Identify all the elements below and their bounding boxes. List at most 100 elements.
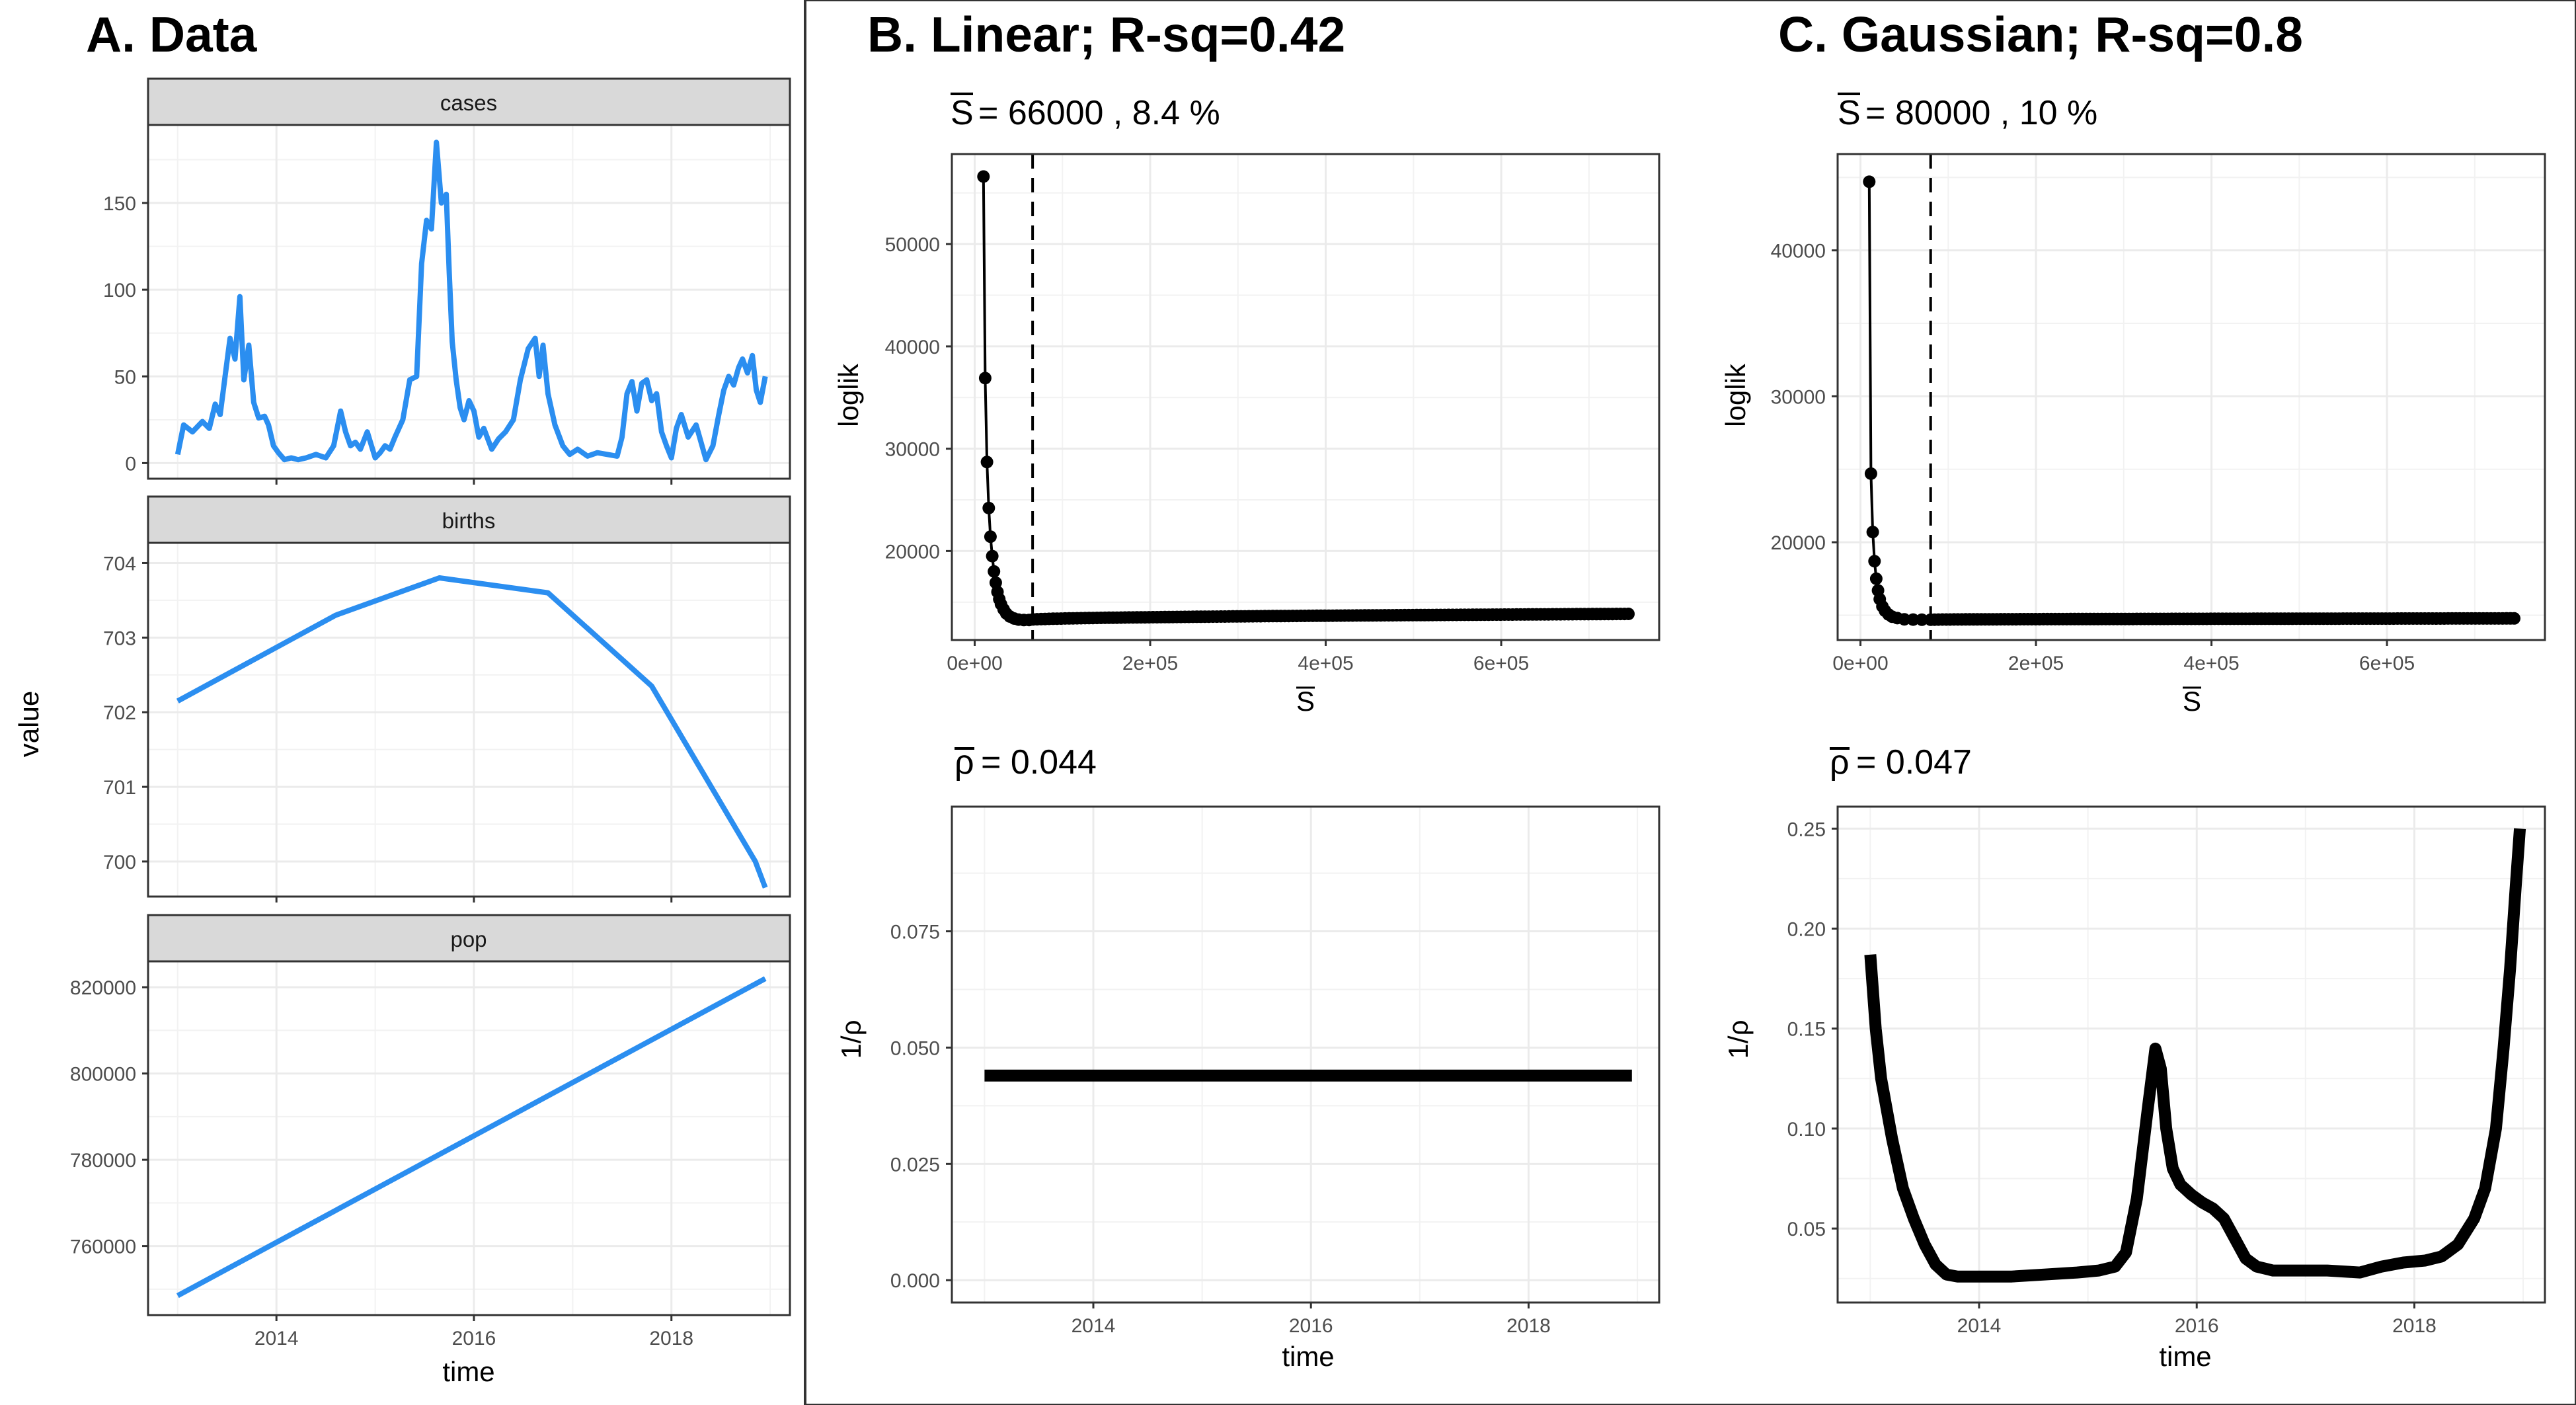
panel-c-time-label: time bbox=[2159, 1341, 2211, 1372]
y-tick-label: 0 bbox=[125, 453, 136, 475]
loglik-point bbox=[1868, 555, 1881, 568]
plot-border bbox=[951, 153, 1660, 641]
panel-b-rho-value: = 0.044 bbox=[981, 743, 1097, 782]
loglik-point bbox=[978, 372, 992, 385]
panel-c-sbar-xlabel: S bbox=[2183, 686, 2201, 717]
facet-pop: pop 760000 780000 800000 820000 2014 2016 2018 bbox=[70, 914, 791, 1349]
y-tick-label: 700 bbox=[103, 852, 136, 873]
y-tick-label: 800000 bbox=[70, 1064, 136, 1086]
panel-c-loglik-label: loglik bbox=[1720, 363, 1751, 427]
y-tick-label: 30000 bbox=[885, 439, 940, 461]
x-tick-label: 0e+00 bbox=[1832, 653, 1888, 674]
y-tick-label: 701 bbox=[103, 777, 136, 799]
y-tick-label: 0.05 bbox=[1787, 1219, 1826, 1240]
data-layer bbox=[1863, 154, 2520, 640]
plot-border bbox=[147, 960, 791, 1316]
loglik-point bbox=[1863, 175, 1876, 188]
panel-b-loglik-label: loglik bbox=[833, 363, 864, 427]
series-line bbox=[176, 575, 768, 889]
y-tick-label: 0.025 bbox=[890, 1154, 940, 1176]
facet-cases: cases 0 50 100 150 bbox=[103, 77, 791, 485]
data-layer bbox=[977, 154, 1635, 640]
x-tick-label: 2e+05 bbox=[1122, 653, 1178, 674]
facet-births: births 700 701 702 703 704 bbox=[103, 495, 791, 903]
panel-a-time-label: time bbox=[442, 1356, 494, 1387]
x-tick-label: 2018 bbox=[1506, 1315, 1551, 1337]
y-tick-label: 20000 bbox=[1771, 532, 1826, 554]
plot-b-loglik: 20000 30000 40000 50000 0e+00 2e+05 4e+05 6e+05 bbox=[885, 153, 1660, 674]
y-tick-label: 0.000 bbox=[890, 1270, 940, 1292]
panel-b-time-label: time bbox=[1282, 1341, 1334, 1372]
strip-label-births: births bbox=[442, 508, 496, 533]
y-tick-label: 30000 bbox=[1771, 386, 1826, 408]
y-tick-label: 0.075 bbox=[890, 922, 940, 943]
plot-pop: 760000 780000 800000 820000 2014 2016 2018 bbox=[70, 960, 791, 1349]
y-tick-label: 150 bbox=[103, 193, 136, 215]
strip-births bbox=[147, 495, 791, 544]
x-tick-label: 2016 bbox=[1289, 1315, 1333, 1337]
panel-c-xlabel-s: S bbox=[2183, 686, 2201, 717]
y-tick-label: 50000 bbox=[885, 234, 940, 256]
panel-b-rho-subtitle: ρ = 0.044 bbox=[955, 743, 1097, 782]
loglik-point bbox=[1864, 467, 1877, 480]
plot-cases: 0 50 100 150 bbox=[103, 124, 791, 485]
plot-border bbox=[147, 124, 791, 480]
loglik-point bbox=[977, 170, 990, 183]
strip-label-pop: pop bbox=[450, 927, 487, 951]
plot-border bbox=[1836, 153, 2546, 641]
panel-a-title: A. Data bbox=[86, 7, 258, 62]
x-tick-label: 2018 bbox=[649, 1328, 693, 1349]
x-tick-label: 4e+05 bbox=[1298, 653, 1353, 674]
loglik-point bbox=[984, 530, 997, 543]
y-tick-label: 0.050 bbox=[890, 1037, 940, 1059]
plot-births: 700 701 702 703 704 bbox=[103, 542, 791, 903]
loglik-point bbox=[1866, 526, 1879, 539]
y-tick-label: 760000 bbox=[70, 1236, 136, 1258]
y-tick-label: 0.20 bbox=[1787, 918, 1826, 940]
y-tick-label: 0.25 bbox=[1787, 819, 1826, 840]
x-tick-label: 4e+05 bbox=[2183, 653, 2239, 674]
x-tick-label: 2014 bbox=[1957, 1315, 2002, 1337]
plot-background bbox=[1838, 807, 2545, 1303]
panel-c-s-value: = 80000 , 10 % bbox=[1865, 94, 2097, 132]
x-tick-label: 2016 bbox=[2175, 1315, 2219, 1337]
loglik-point bbox=[1869, 572, 1883, 585]
panel-bc-frame bbox=[804, 0, 2576, 1405]
y-tick-label: 100 bbox=[103, 280, 136, 301]
loglik-point bbox=[1915, 613, 1928, 626]
value-axis-label: value bbox=[13, 691, 44, 757]
x-tick-label: 2016 bbox=[452, 1328, 496, 1349]
series-line bbox=[175, 140, 768, 463]
strip-label-cases: cases bbox=[440, 91, 497, 115]
panel-b-s-value: = 66000 , 8.4 % bbox=[978, 94, 1220, 132]
y-tick-label: 50 bbox=[114, 366, 136, 388]
y-tick-label: 704 bbox=[103, 553, 136, 575]
panel-b-sbar-xlabel: S bbox=[1296, 686, 1315, 717]
strip-pop bbox=[147, 914, 791, 963]
y-tick-label: 702 bbox=[103, 702, 136, 724]
y-tick-label: 40000 bbox=[885, 337, 940, 358]
y-tick-label: 0.10 bbox=[1787, 1119, 1826, 1141]
plot-background bbox=[952, 807, 1659, 1303]
panel-b-inv-rho-label: 1/ρ bbox=[836, 1020, 867, 1059]
strip-cases bbox=[147, 77, 791, 126]
loglik-point bbox=[1906, 613, 1920, 626]
x-tick-label: 2014 bbox=[254, 1328, 299, 1349]
data-layer bbox=[175, 140, 768, 463]
panel-c-s-symbol: S bbox=[1838, 94, 1861, 132]
x-tick-label: 2018 bbox=[2392, 1315, 2437, 1337]
panel-b-title: B. Linear; R-sq=0.42 bbox=[867, 7, 1345, 62]
series-line bbox=[1864, 828, 2526, 1283]
loglik-point bbox=[982, 501, 995, 514]
panel-b-s-symbol: S bbox=[951, 94, 974, 132]
x-tick-label: 6e+05 bbox=[2359, 653, 2415, 674]
loglik-point bbox=[1622, 608, 1635, 620]
x-tick-label: 6e+05 bbox=[1473, 653, 1529, 674]
loglik-point bbox=[988, 565, 1001, 578]
y-tick-label: 820000 bbox=[70, 977, 136, 999]
loglik-point bbox=[1898, 613, 1911, 626]
x-tick-label: 2e+05 bbox=[2008, 653, 2064, 674]
y-tick-label: 780000 bbox=[70, 1150, 136, 1172]
y-tick-label: 0.15 bbox=[1787, 1019, 1826, 1041]
